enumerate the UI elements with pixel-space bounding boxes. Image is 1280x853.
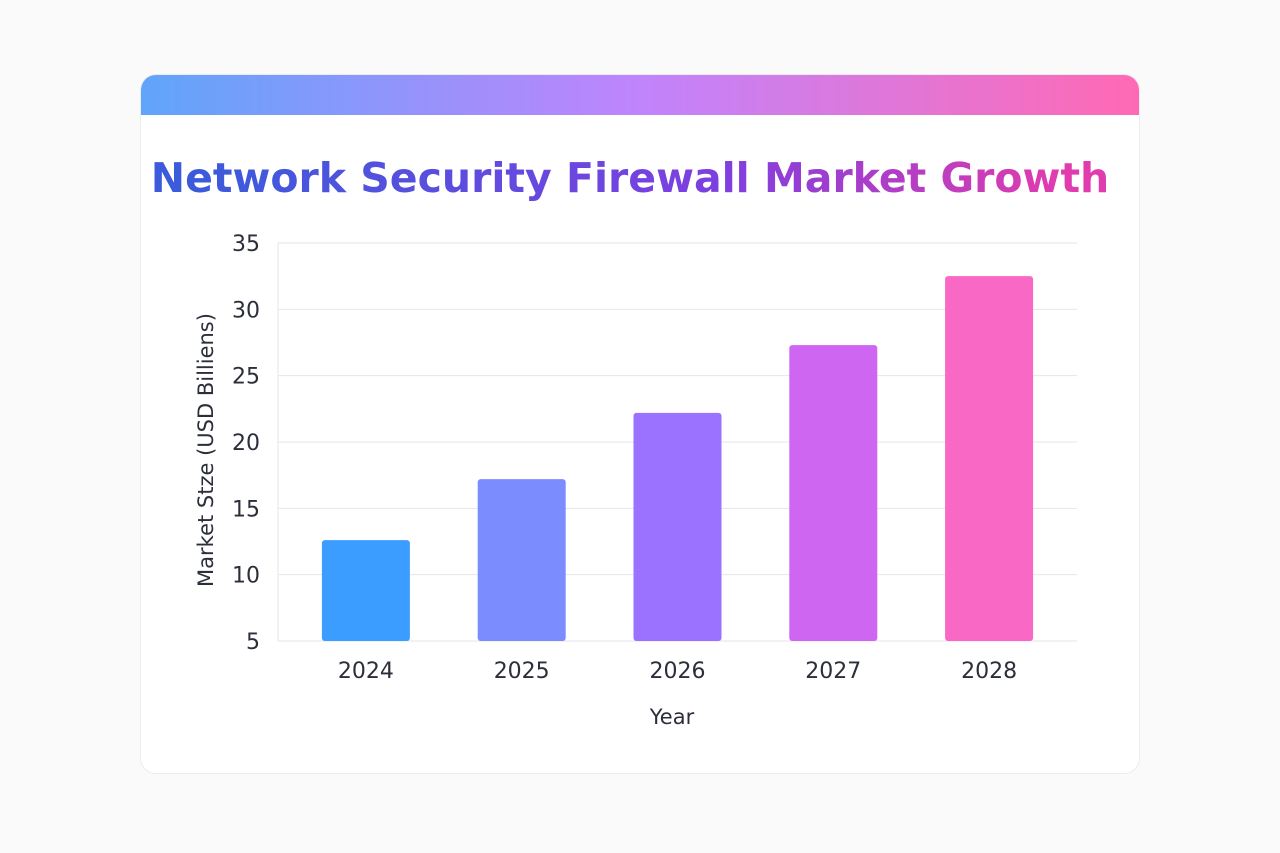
- bar-2025: [477, 479, 566, 641]
- bars: [321, 276, 1034, 641]
- bar-2028: [945, 276, 1034, 641]
- y-tick-label: 20: [232, 431, 260, 456]
- x-tick-label: 2026: [650, 659, 706, 684]
- y-axis-title: Market Stze (USD Billiens): [194, 313, 218, 587]
- x-tick-label: 2027: [805, 659, 861, 684]
- y-tick-label: 15: [232, 497, 260, 522]
- x-axis-ticks: 2024 2025 2026 2027 2028: [338, 659, 1017, 684]
- y-tick-label: 35: [232, 232, 260, 257]
- bar-2024: [321, 540, 410, 641]
- y-tick-label: 5: [246, 630, 260, 655]
- x-tick-label: 2024: [338, 659, 394, 684]
- y-axis-ticks: 5 10 15 20 25 30 35: [232, 232, 260, 655]
- y-tick-label: 10: [232, 564, 260, 589]
- card-header-band: [141, 75, 1139, 115]
- x-tick-label: 2028: [961, 659, 1017, 684]
- x-axis-title: Year: [649, 705, 695, 729]
- x-tick-label: 2025: [494, 659, 550, 684]
- y-tick-label: 30: [232, 298, 260, 323]
- bar-2026: [633, 412, 722, 641]
- bar-2027: [789, 345, 878, 641]
- y-tick-label: 25: [232, 365, 260, 390]
- chart-title: Network Security Firewall Market Growth: [151, 154, 1109, 202]
